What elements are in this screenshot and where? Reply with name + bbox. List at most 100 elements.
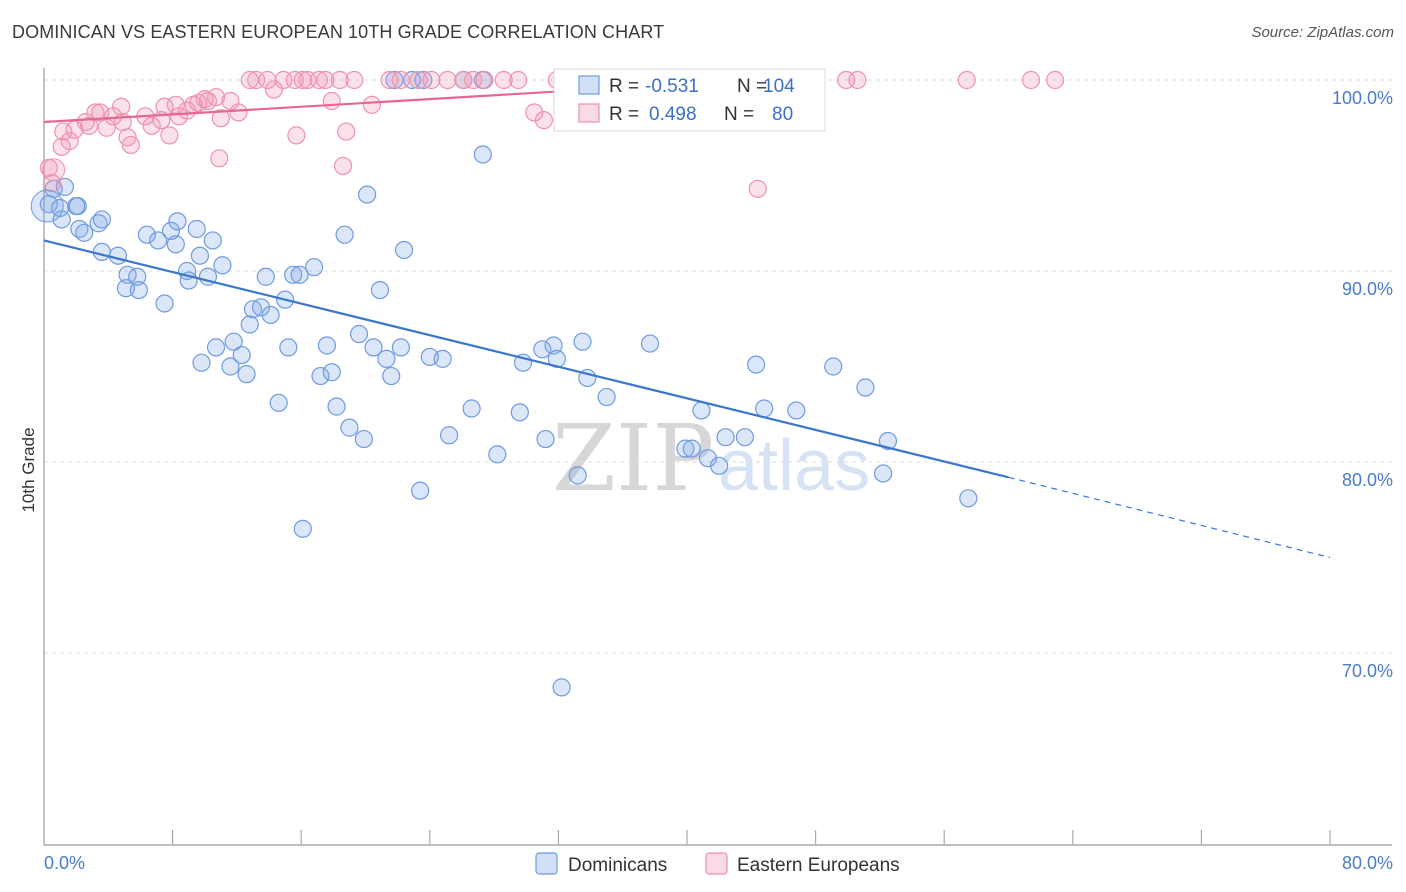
point-eastern-europeans [166, 95, 185, 114]
point-dominicans [161, 221, 181, 240]
point-dominicans [364, 338, 383, 357]
point-eastern-europeans [525, 103, 544, 122]
point-eastern-europeans [121, 135, 140, 155]
point-eastern-europeans [195, 89, 214, 109]
y-tick-label: 100.0% [1332, 88, 1393, 108]
point-dominicans [354, 429, 373, 449]
legend-r-label-1: R = [609, 76, 639, 97]
point-dominicans [92, 242, 111, 261]
point-dominicans [68, 196, 87, 216]
point-dominicans [92, 210, 111, 229]
point-dominicans [488, 445, 507, 464]
point-dominicans [155, 294, 174, 313]
point-eastern-europeans [438, 70, 457, 90]
point-dominicans [824, 357, 843, 376]
y-tick-label: 70.0% [1342, 661, 1393, 681]
point-dominicans [279, 338, 298, 357]
point-dominicans [710, 456, 729, 475]
point-dominicans [676, 439, 695, 458]
point-dominicans [573, 332, 592, 351]
point-dominicans [391, 338, 410, 357]
legend-r-value-eastern-europeans: 0.498 [649, 104, 697, 125]
point-dominicans [293, 519, 312, 538]
source-label: Source: ZipAtlas.com [1251, 24, 1394, 41]
point-dominicans [552, 678, 571, 697]
bottom-legend-swatch-dominicans [535, 852, 558, 875]
point-eastern-europeans [112, 97, 131, 116]
point-dominicans [206, 338, 226, 357]
point-dominicans-cluster [30, 189, 64, 223]
point-eastern-europeans [160, 126, 179, 145]
point-dominicans [256, 267, 275, 286]
point-dominicans [284, 265, 303, 284]
point-dominicans [411, 481, 430, 500]
legend-n-label-1: N = [737, 76, 767, 97]
point-dominicans [377, 349, 396, 368]
point-dominicans [232, 345, 251, 365]
point-eastern-europeans [322, 91, 341, 111]
bottom-legend-dominicans: Dominicans [568, 855, 667, 876]
data-points [30, 70, 1065, 697]
point-eastern-europeans [409, 70, 428, 90]
y-tick-label: 90.0% [1342, 279, 1393, 299]
legend-n-label-2: N = [724, 104, 754, 125]
point-dominicans [137, 225, 156, 244]
point-eastern-europeans [391, 70, 410, 90]
point-dominicans [510, 403, 529, 422]
point-eastern-europeans [240, 70, 259, 90]
point-eastern-europeans [957, 70, 976, 90]
point-dominicans [439, 426, 459, 445]
point-dominicans [237, 365, 256, 384]
point-dominicans [52, 210, 71, 229]
point-dominicans [755, 399, 774, 418]
legend-swatch-dominicans [578, 75, 600, 95]
point-dominicans [50, 198, 70, 218]
point-eastern-europeans [1021, 70, 1041, 90]
point-dominicans [597, 387, 616, 407]
legend-r-value-dominicans: -0.531 [645, 76, 699, 97]
point-dominicans [327, 397, 346, 416]
trend-line-dominicans-projection [1008, 476, 1331, 559]
point-eastern-europeans [1046, 70, 1065, 90]
watermark-zip: ZIP [552, 405, 714, 512]
point-dominicans [322, 363, 341, 382]
point-dominicans [192, 353, 211, 372]
point-eastern-europeans [330, 70, 349, 90]
point-dominicans [190, 246, 210, 265]
point-dominicans [269, 393, 288, 412]
point-dominicans [370, 281, 390, 300]
x-tick-label-max: 80.0% [1342, 853, 1393, 873]
point-dominicans [358, 185, 377, 204]
point-dominicans [349, 324, 369, 344]
point-eastern-europeans [229, 103, 248, 122]
watermark-atlas: atlas [718, 426, 870, 506]
point-eastern-europeans-cluster [42, 158, 66, 182]
point-dominicans [787, 401, 806, 420]
point-eastern-europeans [454, 70, 473, 90]
point-eastern-europeans [333, 156, 353, 176]
legend-n-value-dominicans: 104 [763, 76, 795, 97]
point-dominicans [251, 298, 271, 317]
point-dominicans [568, 466, 587, 485]
point-dominicans [128, 267, 147, 286]
point-eastern-europeans [211, 109, 230, 128]
point-dominicans [382, 366, 401, 386]
point-eastern-europeans [287, 126, 306, 145]
point-dominicans [224, 332, 243, 351]
point-eastern-europeans [494, 70, 513, 90]
point-dominicans [716, 428, 735, 447]
point-eastern-europeans [86, 103, 105, 122]
point-eastern-europeans [210, 149, 229, 168]
point-eastern-europeans [848, 70, 867, 90]
point-dominicans [203, 231, 222, 250]
point-dominicans [129, 281, 148, 300]
point-dominicans [166, 235, 185, 254]
point-dominicans [473, 145, 492, 164]
point-dominicans [856, 378, 875, 397]
point-dominicans [533, 340, 552, 359]
point-dominicans [168, 212, 187, 231]
point-dominicans [108, 246, 128, 265]
legend-swatch-eastern-europeans [578, 103, 600, 123]
point-dominicans [433, 349, 452, 368]
point-dominicans [187, 219, 206, 239]
